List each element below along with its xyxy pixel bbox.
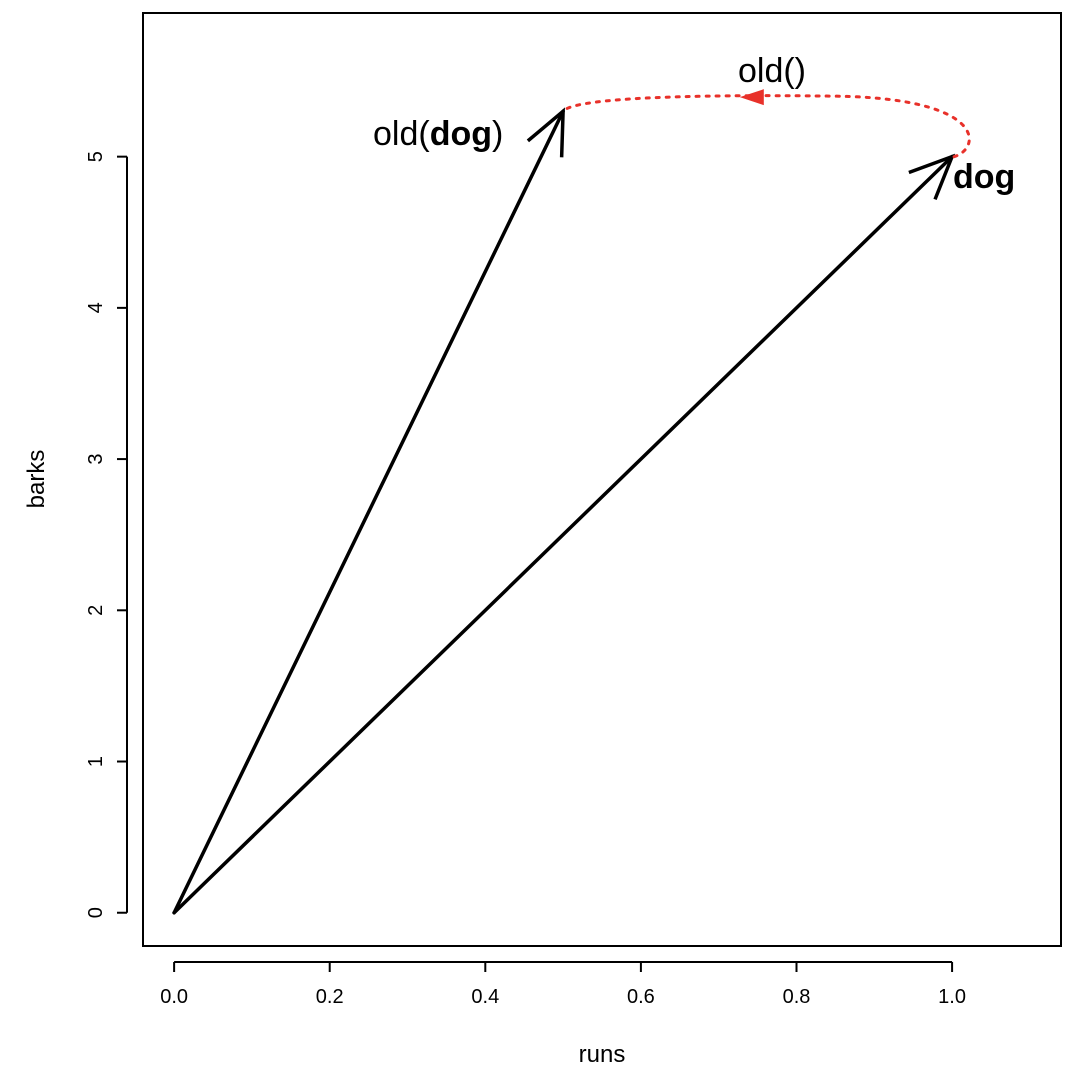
y-axis: 0 1 2 3 4 5	[85, 151, 128, 918]
y-tick-label: 5	[85, 151, 107, 162]
y-tick-label: 3	[85, 454, 107, 465]
y-tick-label: 2	[85, 605, 107, 616]
vector-arrowhead-1	[908, 153, 956, 201]
vector-line-2	[172, 109, 565, 915]
y-tick-label: 4	[85, 302, 107, 313]
x-tick-label: 0.8	[783, 986, 811, 1008]
y-axis-title: barks	[23, 450, 50, 509]
label-old-dog-suffix: )	[492, 115, 503, 153]
x-tick-label: 0.6	[627, 986, 655, 1008]
transform-arrowhead	[739, 89, 764, 106]
label-old-dog: old(dog)	[373, 115, 503, 153]
label-dog: dog	[953, 158, 1015, 196]
label-old-func: old()	[738, 52, 806, 90]
x-axis-title: runs	[579, 1041, 626, 1068]
label-old-dog-bold: dog	[430, 115, 492, 153]
y-tick-label: 0	[85, 907, 107, 918]
x-tick-label: 0.0	[160, 986, 188, 1008]
x-tick-label: 0.2	[316, 986, 344, 1008]
x-axis: 0.0 0.2 0.4 0.6 0.8 1.0	[160, 961, 966, 1008]
vector-line-1	[172, 154, 954, 915]
transform-layer	[561, 89, 971, 159]
x-tick-label: 0.4	[471, 986, 499, 1008]
plot-frame	[142, 12, 1062, 947]
x-tick-label: 1.0	[938, 986, 966, 1008]
y-tick-label: 1	[85, 756, 107, 767]
transform-curve	[561, 94, 971, 159]
vector-arrowhead-2	[526, 107, 565, 158]
label-old-dog-prefix: old(	[373, 115, 430, 153]
vectors-layer	[172, 107, 956, 915]
